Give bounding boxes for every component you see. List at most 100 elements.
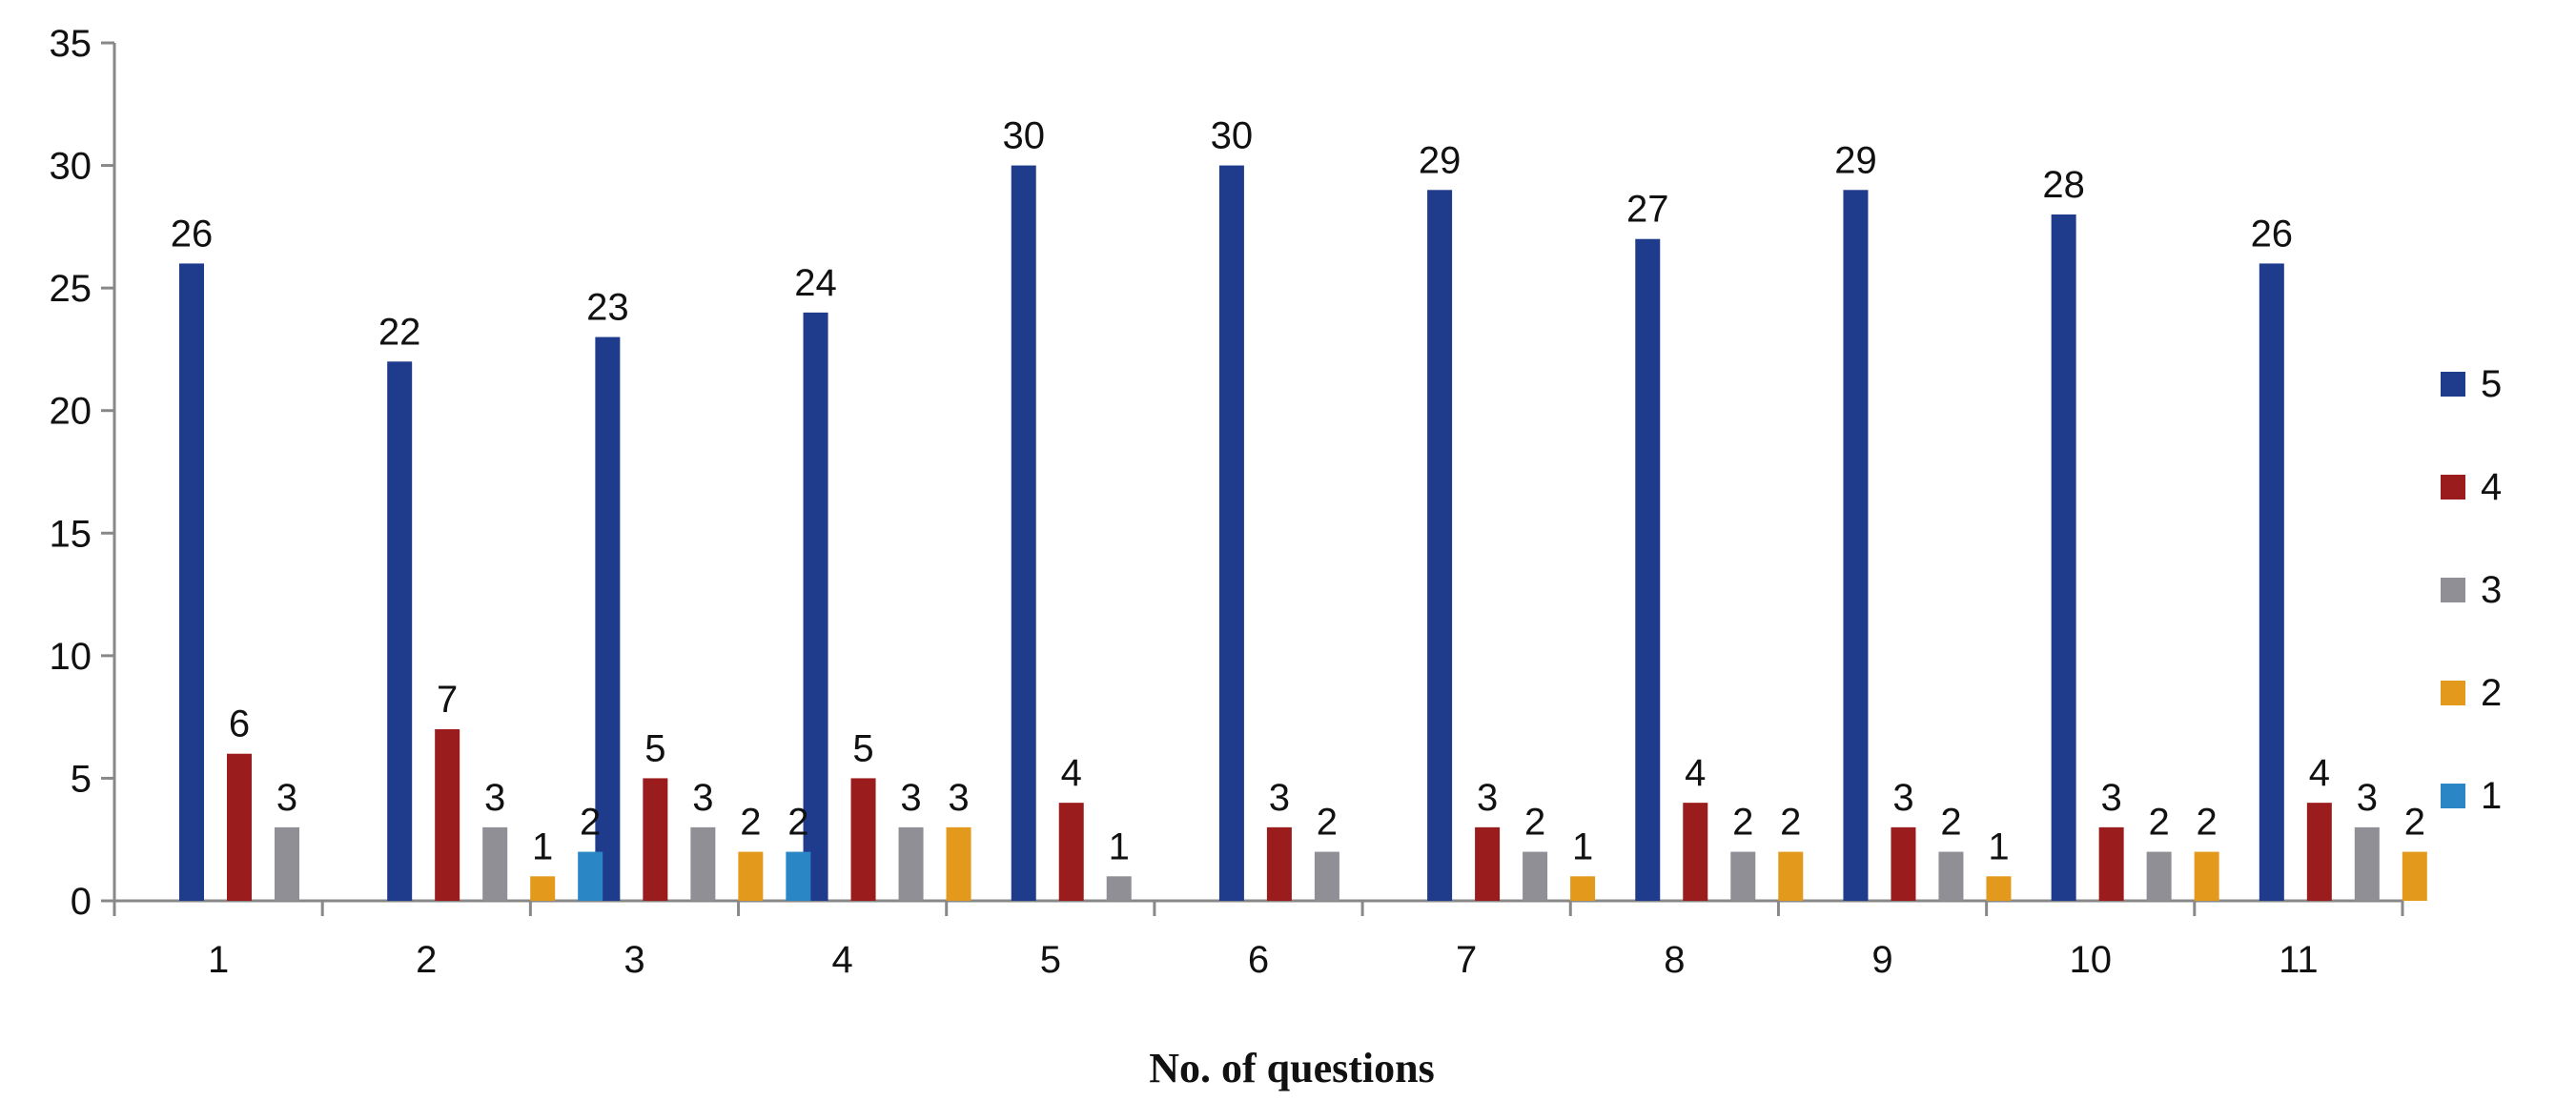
bar-series-1-q3 (786, 851, 811, 901)
bar-series-5-q7 (1427, 190, 1453, 902)
bar-series-5-q10 (2051, 214, 2076, 901)
bar-series-3-q6 (1314, 851, 1339, 901)
bar-series-5-q9 (1843, 190, 1869, 902)
data-label: 3 (2101, 777, 2122, 819)
bar-series-5-q11 (2259, 263, 2284, 901)
data-label: 29 (1419, 139, 1462, 181)
data-label: 5 (644, 727, 665, 769)
bar-series-5-q2 (387, 361, 413, 901)
y-tick-label: 5 (71, 758, 92, 800)
bar-series-3-q7 (1523, 851, 1548, 901)
data-label: 3 (900, 777, 921, 819)
data-label: 3 (484, 777, 505, 819)
bar-series-4-q9 (1891, 826, 1916, 901)
x-axis-title: No. of questions (1149, 1045, 1435, 1091)
legend-label: 4 (2481, 466, 2502, 508)
y-tick-label: 10 (50, 636, 92, 678)
y-tick-label: 15 (50, 513, 92, 555)
data-label: 27 (1626, 189, 1669, 231)
data-label: 2 (1732, 802, 1753, 844)
bar-series-4-q1 (227, 753, 252, 901)
bar-series-2-q10 (2194, 851, 2219, 901)
data-label: 5 (852, 727, 873, 769)
bar-series-3-q5 (1106, 876, 1132, 901)
bar-series-2-q11 (2402, 851, 2427, 901)
data-label: 23 (586, 287, 629, 329)
x-tick-label: 4 (832, 939, 853, 981)
bar-series-4-q8 (1683, 803, 1708, 901)
x-tick-label: 3 (624, 939, 644, 981)
bar-series-5-q4 (803, 312, 828, 901)
bar-series-3-q8 (1730, 851, 1756, 901)
bar-series-3-q3 (690, 826, 716, 901)
bar-series-5-q5 (1011, 165, 1036, 902)
x-tick-label: 6 (1248, 939, 1269, 981)
bar-series-2-q9 (1986, 876, 2012, 901)
y-tick-label: 35 (50, 23, 92, 65)
data-label: 30 (1211, 115, 1254, 157)
data-label: 1 (1109, 826, 1130, 867)
data-label: 3 (692, 777, 713, 819)
bars (179, 165, 2427, 902)
data-label: 2 (1524, 802, 1545, 844)
bar-series-3-q11 (2354, 826, 2380, 901)
bar-series-5-q3 (595, 336, 621, 902)
legend-swatch-5 (2441, 372, 2465, 397)
bar-series-3-q9 (1938, 851, 1964, 901)
data-label: 1 (1572, 826, 1593, 867)
data-label: 4 (1061, 752, 1082, 794)
data-label: 1 (532, 826, 553, 867)
data-label: 2 (2149, 802, 2170, 844)
bar-series-4-q7 (1475, 826, 1501, 901)
bar-series-2-q8 (1778, 851, 1804, 901)
legend-swatch-1 (2441, 784, 2465, 808)
bar-series-4-q5 (1058, 803, 1084, 901)
x-tick-label: 9 (1871, 939, 1892, 981)
x-tick-label: 8 (1664, 939, 1685, 981)
bar-series-1-q2 (578, 851, 603, 901)
legend-label: 3 (2481, 569, 2502, 611)
bar-series-5-q1 (179, 263, 204, 901)
x-tick-label: 7 (1456, 939, 1477, 981)
y-tick-label: 0 (71, 881, 92, 923)
data-label: 2 (787, 802, 808, 844)
data-label: 6 (229, 703, 250, 745)
data-label: 3 (948, 777, 969, 819)
legend-swatch-2 (2441, 681, 2465, 705)
bar-series-2-q4 (946, 826, 971, 901)
bar-series-5-q8 (1635, 238, 1661, 901)
x-axis: 1 2 3 4 5 6 7 8 9 10 11 (112, 899, 2404, 981)
bar-series-3-q1 (275, 826, 299, 901)
bar-series-2-q7 (1570, 876, 1596, 901)
bar-series-2-q2 (530, 876, 556, 901)
data-label: 4 (1685, 752, 1706, 794)
data-label: 26 (2251, 213, 2294, 255)
legend-label: 5 (2481, 363, 2502, 405)
bar-series-3-q10 (2146, 851, 2172, 901)
bar-series-4-q2 (435, 729, 460, 901)
x-tick-label: 2 (416, 939, 437, 981)
y-tick-label: 20 (50, 391, 92, 433)
data-label: 3 (1269, 777, 1290, 819)
data-label: 3 (1477, 777, 1498, 819)
bar-series-4-q6 (1266, 826, 1292, 901)
legend-swatch-4 (2441, 475, 2465, 500)
data-label: 2 (2404, 802, 2425, 844)
bar-series-3-q2 (482, 826, 508, 901)
data-label: 2 (2197, 802, 2218, 844)
bar-series-4-q3 (643, 778, 668, 901)
data-label: 3 (276, 777, 297, 819)
bar-series-4-q10 (2098, 826, 2124, 901)
data-label: 30 (1002, 115, 1045, 157)
x-tick-label: 5 (1040, 939, 1061, 981)
x-tick-label: 10 (2069, 939, 2112, 981)
bar-series-4-q11 (2306, 803, 2332, 901)
data-label: 29 (1834, 139, 1877, 181)
data-label: 2 (1780, 802, 1801, 844)
legend: 5 4 3 2 1 (2441, 363, 2502, 817)
x-tick-label: 11 (2279, 939, 2319, 981)
data-label: 22 (378, 311, 421, 353)
data-label: 2 (1940, 802, 1961, 844)
